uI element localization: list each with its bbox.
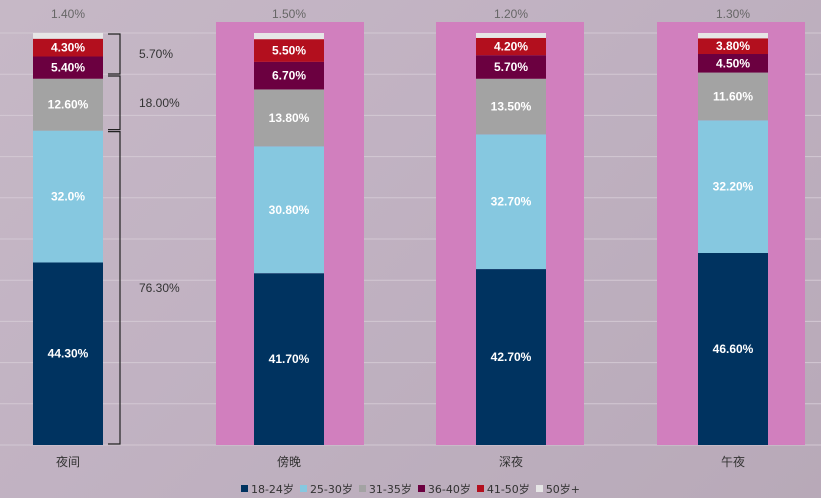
bar-segment <box>698 72 768 121</box>
bar-segment <box>476 78 546 135</box>
data-label: 32.0% <box>51 190 85 204</box>
bracket-line <box>108 131 121 445</box>
legend-swatch <box>535 485 543 492</box>
data-label: 4.30% <box>51 41 85 55</box>
data-label: 3.80% <box>716 39 750 53</box>
bar-segment <box>698 253 768 445</box>
legend-swatch <box>358 485 366 492</box>
data-label: 46.60% <box>713 342 754 356</box>
category-label: 午夜 <box>721 454 745 469</box>
bracket-line <box>108 75 121 131</box>
bar-segment <box>476 33 546 38</box>
data-label: 32.20% <box>713 180 754 194</box>
bracket-line <box>108 33 121 75</box>
bracket-annotations: 5.70% 18.00% 76.30% <box>108 33 180 445</box>
bar-segment <box>254 146 324 274</box>
data-label: 1.20% <box>494 7 528 21</box>
data-label: 13.50% <box>491 100 532 114</box>
data-label: 12.60% <box>48 98 89 112</box>
bar-segment <box>254 33 324 40</box>
data-label: 30.80% <box>269 203 310 217</box>
category-label: 夜间 <box>56 454 80 469</box>
data-label: 11.60% <box>713 89 753 103</box>
bar-segment <box>698 120 768 253</box>
legend-item: 25-30岁 <box>299 481 353 497</box>
data-label: 5.40% <box>51 61 85 75</box>
legend-label: 18-24岁 <box>250 483 294 496</box>
bar-segment <box>476 134 546 270</box>
bar-segment <box>254 89 324 147</box>
bar-segment <box>698 38 768 55</box>
bar-segment <box>698 54 768 73</box>
data-label: 1.40% <box>51 7 85 21</box>
bar-segment <box>33 262 103 445</box>
data-label: 1.50% <box>272 7 306 21</box>
legend-label: 50岁+ <box>545 483 581 496</box>
bracket-label: 18.00% <box>139 96 180 110</box>
data-label: 13.80% <box>269 111 310 125</box>
category-label: 深夜 <box>499 454 523 469</box>
bar-segment <box>698 33 768 39</box>
legend-label: 36-40岁 <box>427 483 471 496</box>
data-label: 4.20% <box>494 40 528 54</box>
legend-swatch <box>299 485 307 492</box>
bar-segment <box>476 55 546 79</box>
bracket-label: 76.30% <box>139 281 180 295</box>
legend-item: 41-50岁 <box>476 481 530 497</box>
data-label: 42.70% <box>491 350 532 364</box>
category-label: 傍晚 <box>277 454 301 469</box>
data-label: 1.30% <box>716 7 750 21</box>
data-label: 5.50% <box>272 44 306 58</box>
category-labels: 夜间 傍晚 深夜 午夜 <box>56 454 745 469</box>
bracket-label: 5.70% <box>139 47 173 61</box>
legend-swatch <box>240 485 248 492</box>
legend-swatch <box>476 485 484 492</box>
data-label: 4.50% <box>716 56 750 70</box>
bar-segment <box>476 37 546 56</box>
legend-label: 25-30岁 <box>309 483 353 496</box>
bar-segment <box>476 269 546 445</box>
legend-swatch <box>417 485 425 492</box>
legend-item: 31-35岁 <box>358 481 412 497</box>
legend-item: 18-24岁 <box>240 481 294 497</box>
bar-segment <box>254 39 324 62</box>
bars: 44.30% 32.0% 12.60% 5.40% 4.30% 1.40% 41.70% 30… <box>33 7 768 445</box>
data-label: 5.70% <box>494 60 528 74</box>
legend-item: 36-40岁 <box>417 481 471 497</box>
bar-segment <box>33 33 103 39</box>
legend: 18-24岁 25-30岁 31-35岁 36-40岁 41-50岁 50岁+ <box>0 481 821 497</box>
legend-label: 41-50岁 <box>486 483 530 496</box>
legend-label: 31-35岁 <box>368 483 412 496</box>
bar-segment <box>33 56 103 79</box>
bar-segment <box>33 38 103 57</box>
data-label: 6.70% <box>272 69 306 83</box>
bar-segment <box>33 78 103 131</box>
bar-segment <box>33 130 103 263</box>
data-label: 32.70% <box>491 195 532 209</box>
data-label: 41.70% <box>269 352 310 366</box>
bar-segment <box>254 61 324 90</box>
bar-segment <box>254 273 324 445</box>
data-label: 44.30% <box>48 347 89 361</box>
legend-item: 50岁+ <box>535 481 581 497</box>
